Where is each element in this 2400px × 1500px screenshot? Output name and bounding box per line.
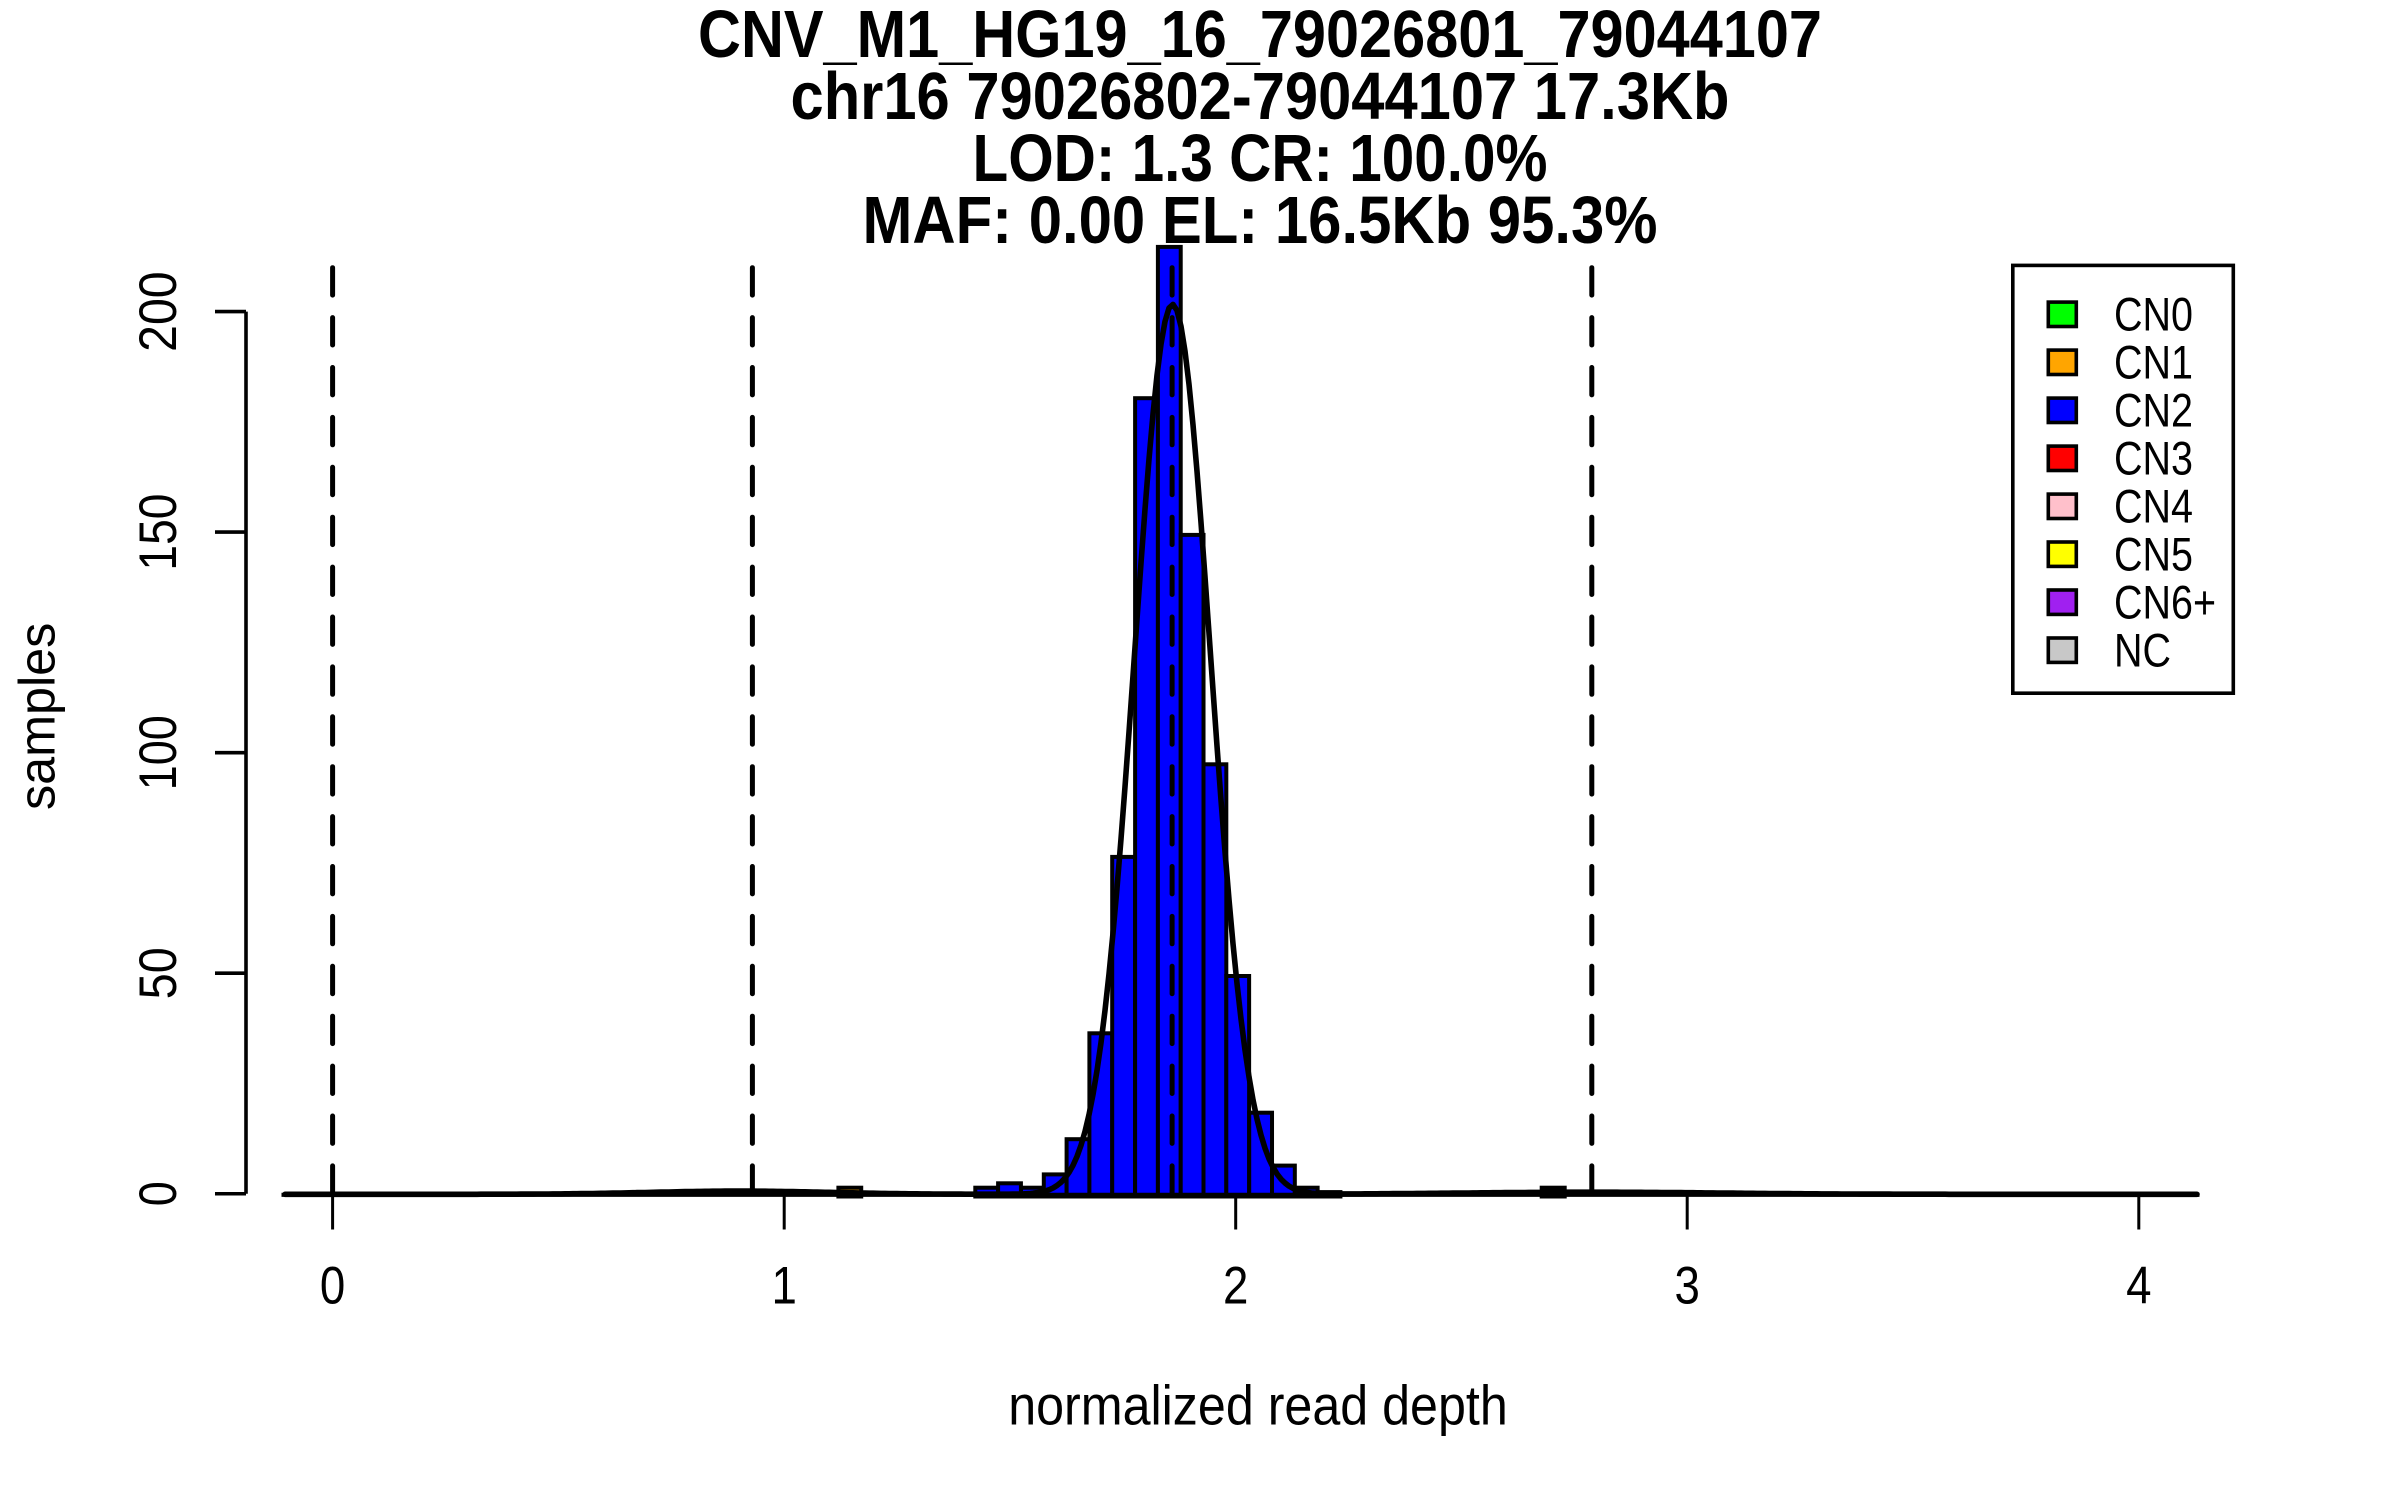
svg-text:MAF: 0.00 EL: 16.5Kb 95.3%: MAF: 0.00 EL: 16.5Kb 95.3% [863,183,1658,258]
svg-text:chr16 79026802-79044107 17.3Kb: chr16 79026802-79044107 17.3Kb [791,59,1730,134]
svg-text:1: 1 [772,1257,797,1316]
svg-text:4: 4 [2126,1257,2151,1316]
svg-text:150: 150 [129,494,188,571]
svg-text:100: 100 [129,715,188,790]
svg-text:0: 0 [320,1257,345,1316]
svg-text:CN4: CN4 [2114,480,2193,533]
svg-text:normalized read depth: normalized read depth [1008,1374,1508,1437]
svg-text:3: 3 [1675,1257,1700,1316]
svg-text:200: 200 [129,271,188,352]
svg-text:CN6+: CN6+ [2114,576,2216,629]
svg-text:LOD: 1.3 CR: 100.0%: LOD: 1.3 CR: 100.0% [973,121,1548,196]
svg-text:50: 50 [129,947,188,999]
svg-text:CN3: CN3 [2114,432,2193,485]
svg-text:2: 2 [1223,1257,1248,1316]
svg-text:samples: samples [9,623,66,810]
svg-text:CN2: CN2 [2114,384,2193,437]
svg-text:0: 0 [129,1181,188,1206]
svg-text:CNV_M1_HG19_16_79026801_790441: CNV_M1_HG19_16_79026801_79044107 [698,0,1822,72]
svg-text:CN0: CN0 [2114,288,2193,341]
svg-text:NC: NC [2114,624,2171,677]
svg-text:CN1: CN1 [2114,336,2193,389]
svg-text:CN5: CN5 [2114,528,2193,581]
